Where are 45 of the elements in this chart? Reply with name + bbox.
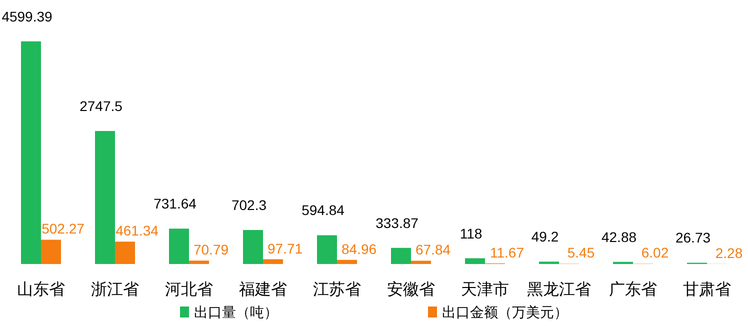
legend-label: 出口金额（万美元） (442, 304, 568, 320)
x-tick-label: 福建省 (239, 280, 287, 298)
data-label: 42.88 (601, 228, 637, 245)
bar (411, 260, 431, 264)
data-label: 6.02 (641, 244, 669, 261)
bar (263, 259, 283, 264)
data-label: 70.79 (193, 242, 229, 258)
bar (41, 240, 61, 264)
data-label: 67.84 (415, 242, 451, 258)
x-tick-label: 山东省 (17, 280, 65, 298)
x-tick-label: 安徽省 (387, 280, 435, 298)
x-tick-label: 江苏省 (313, 280, 361, 298)
data-label: 333.87 (376, 214, 419, 231)
data-label: 502.27 (42, 220, 85, 237)
data-label: 731.64 (154, 196, 197, 212)
x-tick-label: 河北省 (165, 280, 213, 298)
data-label: 461.34 (116, 222, 159, 239)
bar (391, 248, 411, 264)
data-label: 49.2 (531, 228, 559, 245)
bar (243, 230, 263, 264)
bar (95, 131, 115, 264)
data-label: 594.84 (302, 202, 345, 218)
bar (317, 235, 337, 264)
data-label: 702.3 (231, 197, 267, 214)
data-label: 26.73 (675, 230, 711, 246)
bar (465, 258, 485, 264)
data-label: 11.67 (490, 244, 524, 260)
bar (115, 242, 135, 264)
bar (21, 41, 41, 264)
data-label: 97.71 (267, 240, 303, 256)
data-label: 5.45 (567, 244, 595, 261)
data-label: 2747.5 (80, 98, 123, 114)
data-label: 2.28 (715, 244, 743, 261)
bar (189, 260, 209, 264)
data-label: 118 (460, 225, 482, 242)
legend-label: 出口量（吨） (194, 304, 278, 320)
x-tick-label: 天津市 (461, 280, 509, 298)
bar (169, 228, 189, 264)
x-tick-label: 广东省 (609, 280, 657, 298)
bar (337, 260, 357, 264)
x-tick-label: 浙江省 (91, 280, 139, 298)
x-tick-label: 甘肃省 (683, 280, 731, 298)
x-tick-label: 黑龙江省 (527, 280, 591, 298)
data-label: 84.96 (341, 240, 377, 257)
data-label: 4599.39 (2, 8, 53, 24)
